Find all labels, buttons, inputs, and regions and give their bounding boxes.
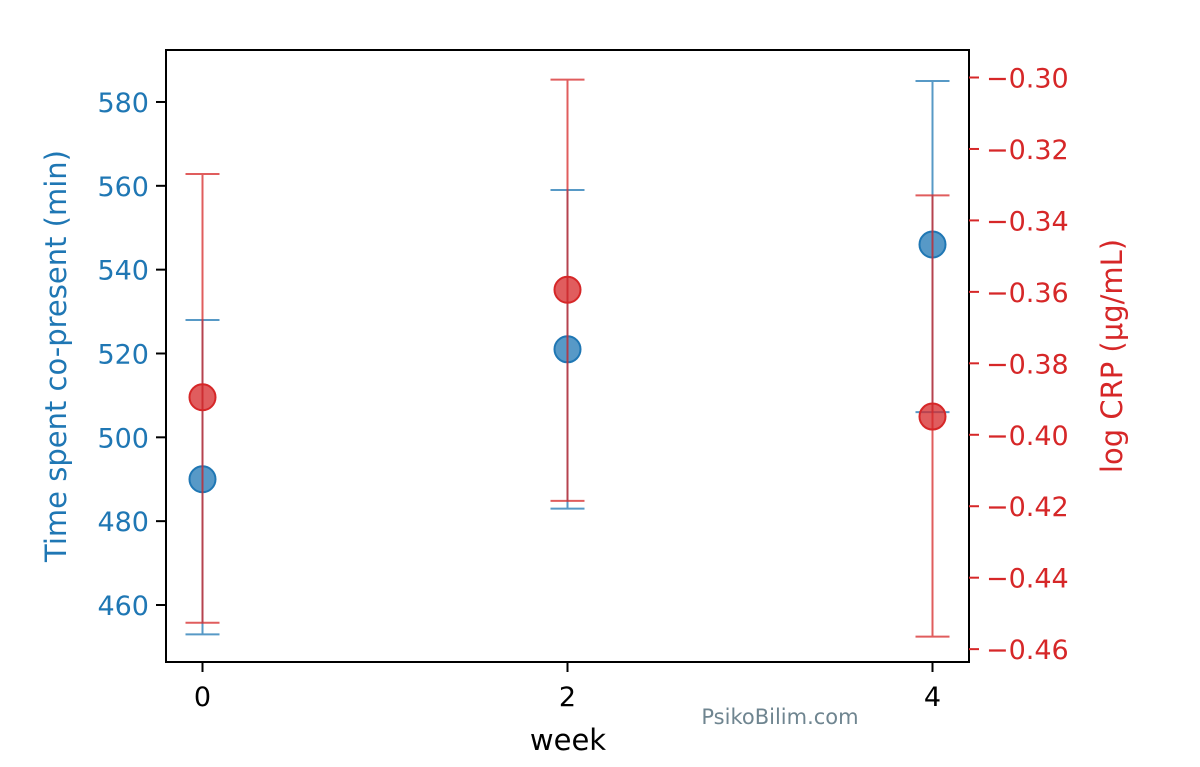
- x-tick-label: 4: [924, 682, 941, 713]
- data-point: [918, 402, 947, 431]
- right-y-tick-label: −0.42: [986, 492, 1069, 523]
- right-y-tick-label: −0.40: [986, 421, 1069, 452]
- left-y-tick-label: 460: [97, 591, 149, 622]
- x-tick-label: 2: [559, 682, 576, 713]
- right-y-axis: −0.46 −0.44 −0.42 −0.40 −0.38 −0.36 −0.34 −0.32…: [969, 64, 1069, 666]
- plot-area: [185, 78, 950, 638]
- left-y-tick-label: 500: [97, 423, 149, 454]
- data-point: [188, 383, 217, 412]
- x-axis-label: week: [530, 723, 606, 757]
- x-axis: 0 2 4: [194, 662, 941, 713]
- left-y-tick-label: 520: [97, 339, 149, 370]
- right-y-tick-label: −0.32: [986, 135, 1069, 166]
- right-y-tick-label: −0.44: [986, 564, 1069, 595]
- left-y-axis: 460 480 500 520 540 560 580: [97, 88, 166, 622]
- series-right-axis: [185, 78, 950, 638]
- left-y-tick-label: 560: [97, 172, 149, 203]
- left-y-axis-label: Time spent co-present (min): [39, 150, 73, 563]
- x-tick-label: 0: [194, 682, 211, 713]
- left-y-tick-label: 480: [97, 507, 149, 538]
- right-y-tick-label: −0.34: [986, 206, 1069, 237]
- right-y-tick-label: −0.46: [986, 635, 1069, 666]
- right-y-tick-label: −0.30: [986, 64, 1069, 95]
- right-y-tick-label: −0.38: [986, 349, 1069, 380]
- left-y-tick-label: 580: [97, 88, 149, 119]
- right-y-tick-label: −0.36: [986, 278, 1069, 309]
- watermark-text: PsikoBilim.com: [701, 705, 858, 729]
- data-point: [553, 275, 582, 304]
- left-y-tick-label: 540: [97, 256, 149, 287]
- right-y-axis-label: log CRP (μg/mL): [1095, 239, 1129, 473]
